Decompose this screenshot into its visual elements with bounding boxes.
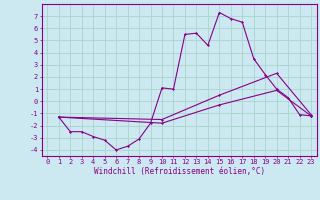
X-axis label: Windchill (Refroidissement éolien,°C): Windchill (Refroidissement éolien,°C) [94,167,265,176]
